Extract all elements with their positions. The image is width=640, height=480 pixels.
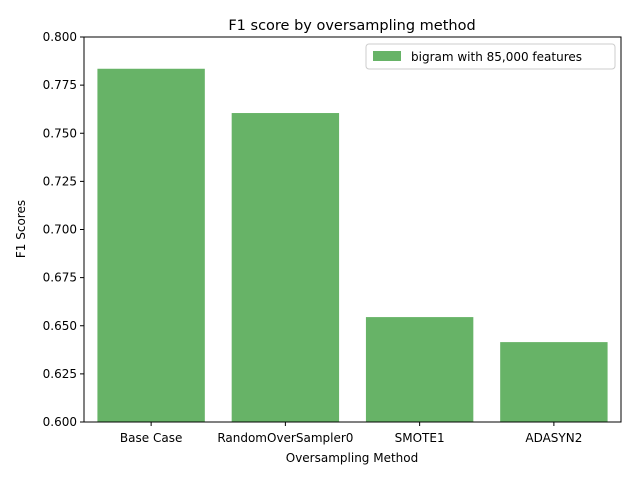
legend-swatch [373, 51, 401, 61]
chart-title: F1 score by oversampling method [228, 18, 475, 34]
y-tick-label: 0.625 [43, 367, 77, 381]
legend-box [365, 43, 616, 70]
y-tick-label: 0.600 [43, 415, 77, 429]
bar-adasyn2 [500, 342, 608, 422]
bar-randomoversampler0 [231, 113, 340, 422]
legend-label: bigram with 85,000 features [411, 50, 582, 64]
y-tick-label: 0.800 [43, 30, 77, 44]
x-tick-label: ADASYN2 [525, 431, 582, 445]
x-tick-label: RandomOverSampler0 [217, 431, 353, 445]
y-tick-label: 0.750 [43, 126, 77, 140]
y-tick-label: 0.650 [43, 319, 77, 333]
plot-frame [83, 36, 622, 423]
bar-base-case [97, 68, 205, 422]
y-axis-ticks: 0.600 0.625 0.650 0.675 0.700 0.725 0.750 0.775… [43, 30, 84, 429]
y-tick-label: 0.775 [43, 78, 77, 92]
bars-layer [97, 68, 608, 422]
x-axis-label: Oversampling Method [286, 451, 419, 465]
y-tick-label: 0.675 [43, 271, 77, 285]
x-tick-label: SMOTE1 [395, 431, 445, 445]
y-tick-label: 0.700 [43, 223, 77, 237]
bar-smote1 [365, 317, 474, 422]
y-axis-label: F1 Scores [14, 200, 28, 258]
x-tick-label: Base Case [120, 431, 182, 445]
legend: bigram with 85,000 features [365, 43, 616, 70]
x-axis-ticks: Base Case RandomOverSampler0 SMOTE1 ADASYN2 [120, 422, 582, 445]
y-tick-label: 0.725 [43, 174, 77, 188]
